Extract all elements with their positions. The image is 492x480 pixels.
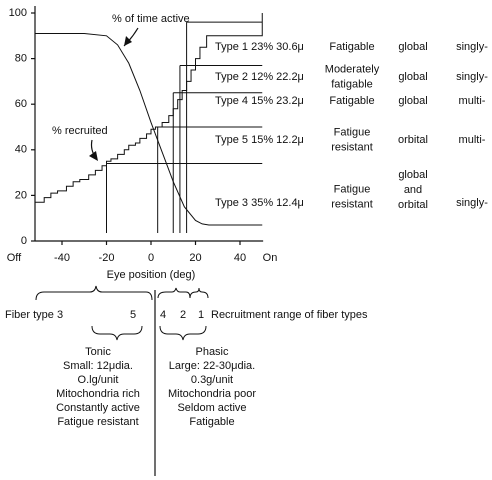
curve-label: % of time active (112, 13, 190, 25)
arrow-head (89, 151, 98, 161)
x-tick-label: 0 (148, 252, 154, 264)
x-end-label: On (263, 252, 278, 264)
fiber-order: 5 (130, 309, 136, 321)
x-tick-label: -40 (54, 252, 70, 264)
orbit: and (404, 184, 422, 196)
x-tick-label: -20 (99, 252, 115, 264)
orbit: global (398, 41, 427, 53)
orbit: global (398, 71, 427, 83)
brace (159, 325, 207, 341)
x-tick-label: 20 (189, 252, 201, 264)
fiber-order: 2 (180, 309, 186, 321)
recruitment-caption: Recruitment range of fiber types (211, 309, 368, 321)
brace (157, 287, 191, 299)
phasic-text: Seldom active (177, 402, 246, 414)
orbit: global (398, 95, 427, 107)
fatigue: Fatigable (329, 95, 374, 107)
fatigue: Fatigue (334, 183, 371, 195)
fatigue: Fatigue (334, 126, 371, 138)
phasic-text: Mitochondria poor (168, 388, 256, 400)
fiber-type-label: Type 4 15% 23.2μ (215, 95, 304, 107)
tonic-text: Small: 12μdia. (63, 360, 133, 372)
x-end-label: Off (7, 252, 22, 264)
arrow-head (124, 36, 132, 46)
phasic-text: 0.3g/unit (191, 374, 233, 386)
innervation: multi- (459, 134, 486, 146)
fiber-order: 1 (198, 309, 204, 321)
orbit: global (398, 169, 427, 181)
tonic-text: O.lg/unit (78, 374, 119, 386)
y-tick-label: 100 (9, 7, 27, 19)
brace (91, 325, 143, 341)
y-tick-label: 40 (15, 144, 27, 156)
innervation: singly- (456, 71, 488, 83)
orbit: orbital (398, 134, 428, 146)
tonic-text: Tonic (85, 346, 111, 358)
x-tick-label: 40 (234, 252, 246, 264)
series-line (35, 33, 263, 226)
x-axis-label: Eye position (deg) (107, 269, 196, 281)
fiber-type-label: Fiber type 3 (5, 309, 63, 321)
tonic-text: Fatigue resistant (57, 416, 138, 428)
phasic-text: Fatigable (189, 416, 234, 428)
phasic-text: Large: 22-30μdia. (169, 360, 255, 372)
fiber-type-label: Type 5 15% 12.2μ (215, 134, 304, 146)
tonic-text: Constantly active (56, 402, 140, 414)
brace (189, 287, 209, 299)
fatigue: fatigable (331, 78, 373, 90)
innervation: multi- (459, 95, 486, 107)
innervation: singly- (456, 41, 488, 53)
fatigue: Fatigable (329, 41, 374, 53)
fiber-type-label: Type 3 35% 12.4μ (215, 197, 304, 209)
y-tick-label: 20 (15, 189, 27, 201)
phasic-text: Phasic (195, 346, 229, 358)
fatigue: Moderately (325, 63, 380, 75)
fiber-type-label: Type 1 23% 30.6μ (215, 41, 304, 53)
fiber-order: 4 (160, 309, 166, 321)
orbit: orbital (398, 199, 428, 211)
fatigue: resistant (331, 198, 373, 210)
tonic-text: Mitochondria rich (56, 388, 140, 400)
y-tick-label: 80 (15, 53, 27, 65)
fatigue: resistant (331, 141, 373, 153)
curve-label: % recruited (52, 125, 108, 137)
y-tick-label: 60 (15, 98, 27, 110)
innervation: singly- (456, 197, 488, 209)
brace (35, 285, 153, 301)
fiber-type-label: Type 2 12% 22.2μ (215, 71, 304, 83)
y-tick-label: 0 (21, 235, 27, 247)
